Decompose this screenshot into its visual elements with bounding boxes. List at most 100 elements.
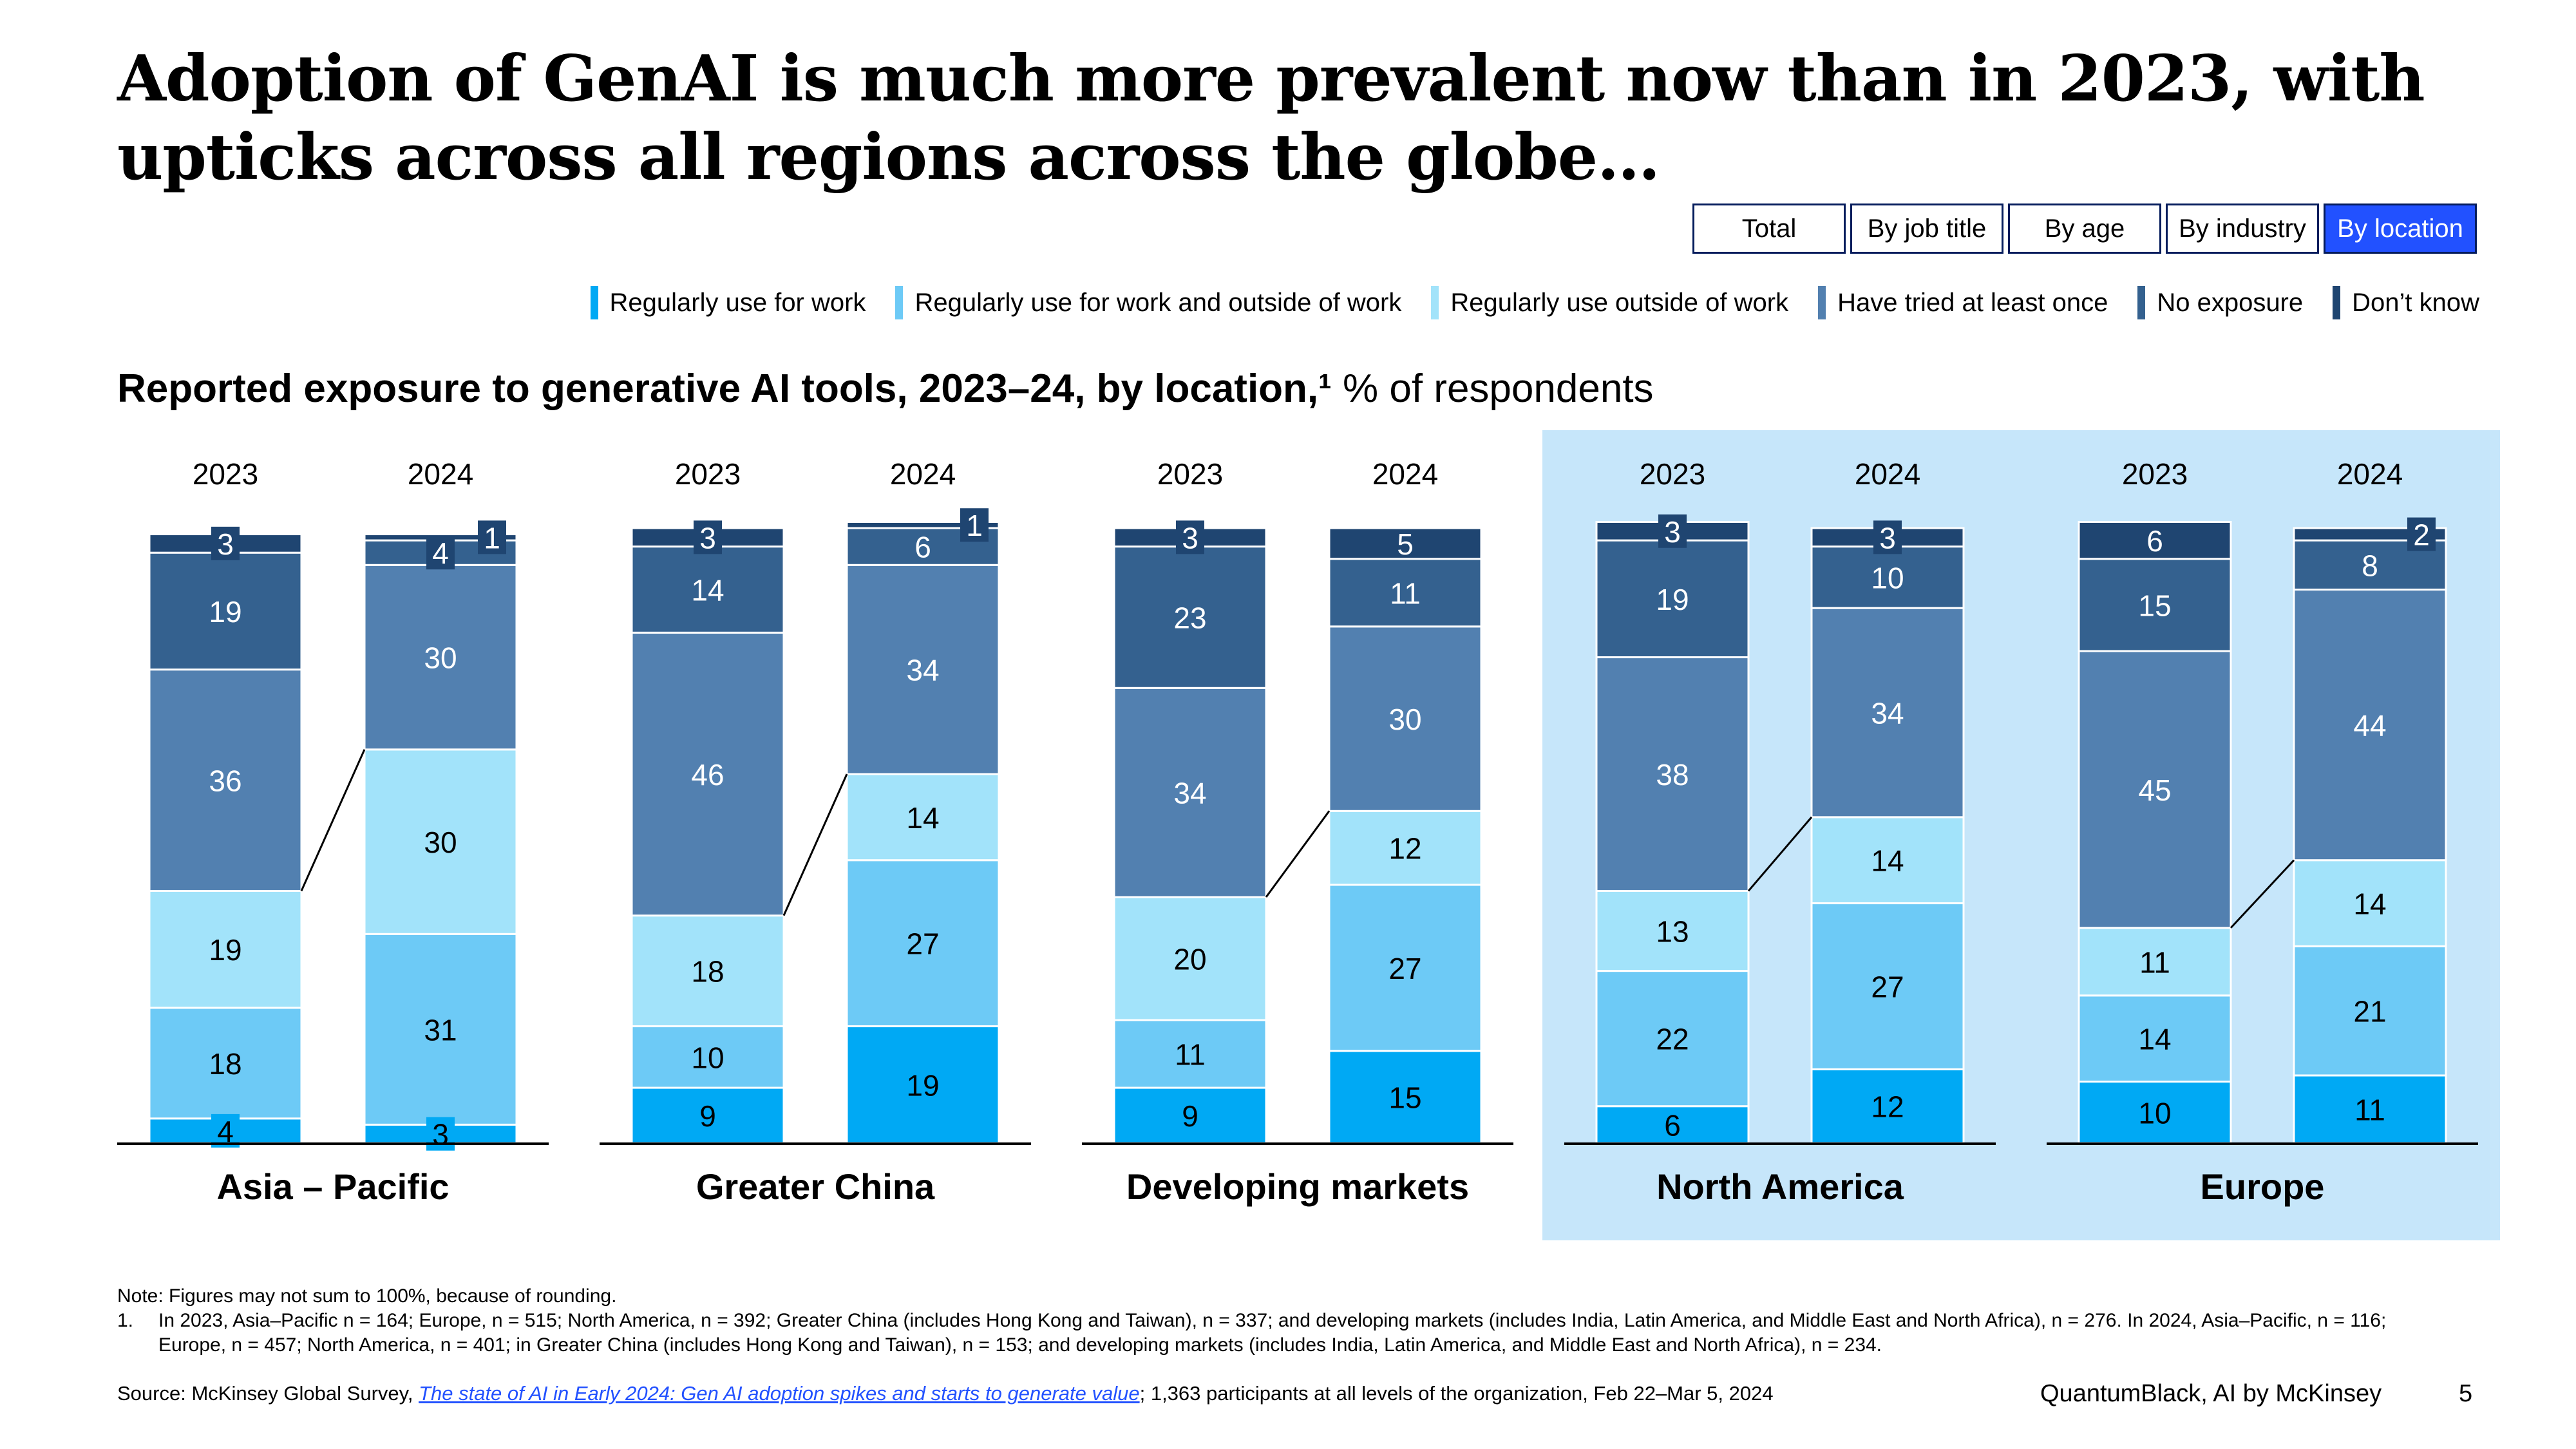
source-report-link[interactable]: The state of AI in Early 2024: Gen AI ad… bbox=[419, 1382, 1140, 1405]
chart-note: Note: Figures may not sum to 100%, becau… bbox=[117, 1284, 2448, 1358]
bar-segment bbox=[2293, 589, 2447, 862]
data-label: 34 bbox=[906, 654, 939, 687]
data-label: 3 bbox=[699, 521, 716, 554]
bar-segment bbox=[2078, 994, 2232, 1083]
filter-tab-location[interactable]: By location bbox=[2324, 204, 2477, 254]
year-label: 2023 bbox=[1640, 457, 1705, 491]
bar-segment bbox=[148, 1007, 303, 1120]
data-label: 14 bbox=[691, 574, 724, 607]
bar-segment bbox=[1810, 1068, 1965, 1144]
data-label: 20 bbox=[1173, 943, 1206, 976]
data-label: 22 bbox=[1656, 1023, 1689, 1056]
filter-tab-industry[interactable]: By industry bbox=[2166, 204, 2319, 254]
view-filter-tabs: Total By job title By age By industry By… bbox=[1692, 204, 2477, 254]
data-label-box bbox=[694, 520, 722, 554]
data-label: 10 bbox=[691, 1041, 724, 1074]
legend-item: Don’t know bbox=[2333, 286, 2479, 319]
data-label: 10 bbox=[2138, 1096, 2171, 1130]
note-rounding: Note: Figures may not sum to 100%, becau… bbox=[117, 1285, 617, 1307]
data-label: 34 bbox=[1871, 697, 1904, 730]
bar-segment bbox=[1595, 656, 1750, 892]
data-label: 19 bbox=[1656, 583, 1689, 616]
region-label: Greater China bbox=[696, 1166, 935, 1207]
bar-segment bbox=[1113, 1019, 1267, 1089]
connector-line bbox=[300, 749, 366, 892]
legend-label: Regularly use outside of work bbox=[1450, 289, 1789, 317]
data-label: 38 bbox=[1656, 758, 1689, 791]
data-label: 19 bbox=[209, 933, 242, 967]
legend-swatch bbox=[1818, 286, 1826, 319]
data-label: 46 bbox=[691, 758, 724, 791]
bar-segment bbox=[846, 520, 1000, 529]
filter-tab-job-title[interactable]: By job title bbox=[1850, 204, 2003, 254]
brand-footer: QuantumBlack, AI by McKinsey bbox=[2040, 1380, 2382, 1407]
page-number: 5 bbox=[2459, 1380, 2473, 1407]
data-label-box bbox=[478, 520, 506, 554]
bar-segment bbox=[630, 1086, 785, 1144]
footnote-1: 1. In 2023, Asia–Pacific n = 164; Europe… bbox=[117, 1309, 2448, 1358]
data-label: 36 bbox=[209, 764, 242, 798]
legend-swatch bbox=[895, 286, 904, 319]
data-label: 14 bbox=[906, 801, 939, 835]
legend-item: No exposure bbox=[2137, 286, 2303, 319]
data-label: 23 bbox=[1173, 601, 1206, 634]
bar-segment bbox=[1328, 625, 1482, 812]
bar-segment bbox=[1328, 558, 1482, 628]
data-label: 1 bbox=[966, 509, 983, 542]
data-label: 45 bbox=[2138, 773, 2171, 807]
region-label: Europe bbox=[2201, 1166, 2325, 1207]
data-label: 11 bbox=[2139, 945, 2170, 979]
data-label-box bbox=[1873, 520, 1902, 554]
data-label: 30 bbox=[424, 641, 457, 675]
bar-segment bbox=[1328, 527, 1482, 560]
bar-segment bbox=[148, 889, 303, 1009]
year-label: 2023 bbox=[1157, 457, 1223, 491]
data-label-box bbox=[211, 1113, 240, 1148]
bar-segment bbox=[846, 564, 1000, 775]
data-label: 6 bbox=[1664, 1108, 1681, 1142]
bar-segment bbox=[1595, 539, 1750, 659]
filter-tab-total[interactable]: Total bbox=[1692, 204, 1846, 254]
source-prefix: Source: McKinsey Global Survey, bbox=[117, 1382, 419, 1405]
data-label-box bbox=[426, 1117, 455, 1151]
data-label: 18 bbox=[691, 955, 724, 989]
year-label: 2023 bbox=[675, 457, 741, 491]
data-label: 11 bbox=[2354, 1093, 2385, 1126]
data-label: 4 bbox=[432, 536, 449, 570]
data-label: 3 bbox=[1182, 521, 1198, 554]
chart-subtitle: Reported exposure to generative AI tools… bbox=[117, 366, 1654, 412]
bar-segment bbox=[630, 914, 785, 1028]
bar-segment bbox=[1113, 1086, 1267, 1144]
legend-label: Regularly use for work and outside of wo… bbox=[914, 289, 1402, 317]
connector-line bbox=[1747, 816, 1813, 892]
data-label: 6 bbox=[914, 531, 931, 564]
data-label: 3 bbox=[432, 1118, 449, 1151]
source-line: Source: McKinsey Global Survey, The stat… bbox=[117, 1381, 1774, 1406]
connector-line bbox=[1265, 810, 1331, 898]
data-label: 11 bbox=[1175, 1038, 1206, 1072]
region-label: North America bbox=[1656, 1166, 1904, 1207]
data-label: 3 bbox=[1664, 515, 1681, 549]
bar-segment bbox=[2078, 1081, 2232, 1144]
data-label-box bbox=[1176, 520, 1204, 554]
data-label: 31 bbox=[424, 1013, 457, 1046]
bar-segment bbox=[2078, 650, 2232, 929]
data-label: 14 bbox=[2353, 887, 2386, 921]
chart-subtitle-unit: % of respondents bbox=[1331, 366, 1654, 411]
data-label: 18 bbox=[209, 1047, 242, 1081]
bar-segment bbox=[846, 1025, 1000, 1144]
filter-tab-age[interactable]: By age bbox=[2008, 204, 2161, 254]
data-label: 5 bbox=[1397, 527, 1414, 561]
data-label: 14 bbox=[1871, 844, 1904, 878]
bar-segment bbox=[2293, 945, 2447, 1077]
data-label: 9 bbox=[1182, 1099, 1198, 1133]
year-label: 2024 bbox=[2337, 457, 2403, 491]
data-label: 30 bbox=[424, 826, 457, 859]
data-label: 27 bbox=[1871, 970, 1904, 1003]
bar-segment bbox=[2078, 558, 2232, 652]
year-label: 2024 bbox=[890, 457, 956, 491]
bar-segment bbox=[1113, 687, 1267, 898]
year-label: 2024 bbox=[1855, 457, 1920, 491]
bar-segment bbox=[1810, 607, 1965, 819]
